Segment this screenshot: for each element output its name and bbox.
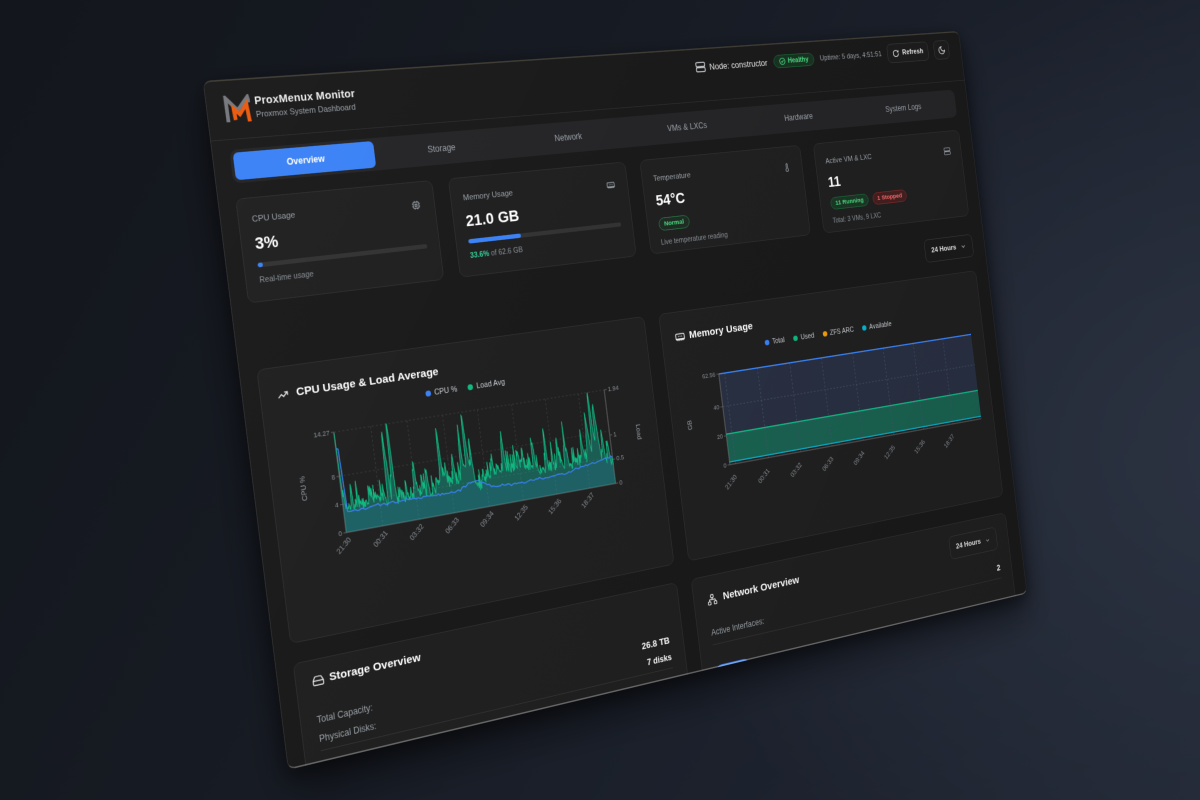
svg-text:21:30: 21:30 — [335, 535, 353, 556]
svg-text:00:31: 00:31 — [372, 529, 390, 549]
svg-text:0: 0 — [338, 531, 342, 538]
svg-text:03:32: 03:32 — [408, 522, 425, 542]
svg-text:1.94: 1.94 — [608, 385, 620, 393]
svg-text:0: 0 — [619, 480, 623, 487]
svg-text:15:36: 15:36 — [913, 438, 926, 455]
svg-text:21:30: 21:30 — [724, 473, 739, 492]
svg-text:GB: GB — [686, 420, 694, 431]
svg-text:Load: Load — [634, 424, 643, 441]
svg-text:18:37: 18:37 — [943, 433, 956, 450]
svg-text:14.27: 14.27 — [313, 430, 330, 439]
svg-text:1: 1 — [613, 432, 617, 439]
svg-text:06:33: 06:33 — [821, 455, 835, 473]
svg-text:4: 4 — [335, 503, 339, 510]
svg-text:09:34: 09:34 — [852, 449, 866, 467]
svg-text:8: 8 — [331, 474, 335, 481]
svg-text:0.5: 0.5 — [616, 455, 624, 463]
svg-text:CPU %: CPU % — [298, 475, 309, 501]
svg-text:20: 20 — [717, 434, 724, 441]
svg-text:0: 0 — [723, 463, 727, 470]
svg-text:15:36: 15:36 — [547, 497, 563, 516]
svg-text:12:35: 12:35 — [513, 503, 529, 522]
svg-text:09:34: 09:34 — [479, 509, 496, 529]
svg-text:00:31: 00:31 — [757, 467, 771, 485]
svg-text:12:35: 12:35 — [883, 444, 896, 461]
svg-text:62.56: 62.56 — [702, 372, 716, 380]
svg-text:18:37: 18:37 — [580, 491, 596, 510]
svg-text:03:32: 03:32 — [789, 461, 803, 479]
svg-text:06:33: 06:33 — [444, 516, 461, 536]
svg-text:40: 40 — [713, 405, 720, 412]
